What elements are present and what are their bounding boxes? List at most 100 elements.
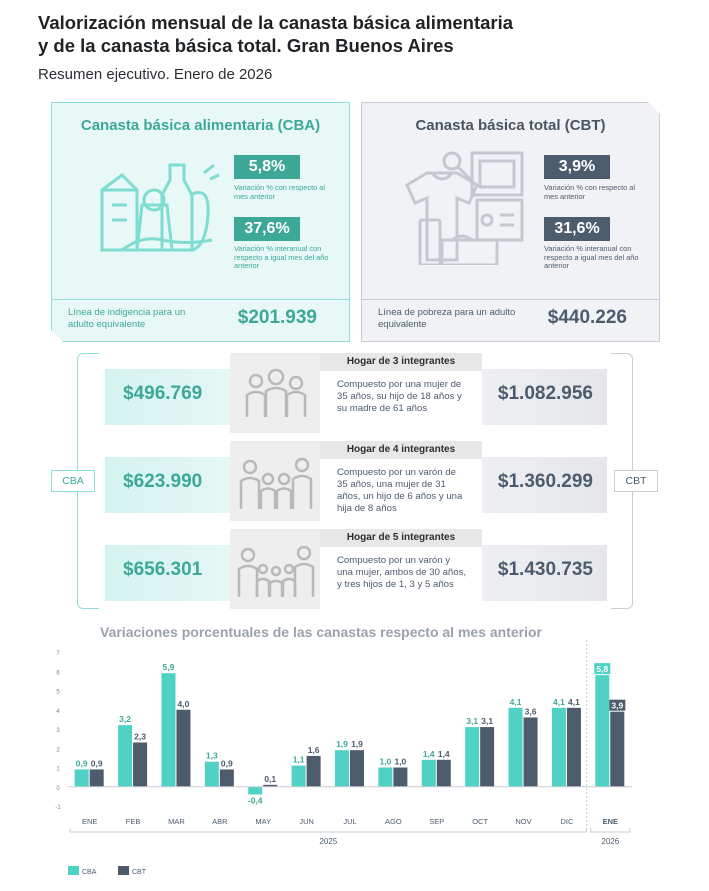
grocery-icon <box>92 145 222 255</box>
bar-cbt <box>436 759 451 787</box>
data-label: 0,9 <box>221 758 233 768</box>
data-label: 4,1 <box>568 697 580 707</box>
x-tick-label: OCT <box>472 817 488 826</box>
data-label-bg <box>609 699 626 711</box>
bar-cbt <box>523 717 538 787</box>
household-cbt-value: $1.360.299 <box>497 471 593 492</box>
bar-cbt <box>133 742 148 787</box>
data-label: 3,2 <box>119 714 131 724</box>
x-tick-label: ABR <box>212 817 228 826</box>
household-row-3: $496.769 Hogar de 3 integrantes Compuest… <box>105 353 607 433</box>
cbt-monthly-pct: 3,9% <box>544 155 610 179</box>
cba-card: Canasta básica alimentaria (CBA) 5,8% Va… <box>51 102 350 342</box>
cba-monthly-pct: 5,8% <box>234 155 300 179</box>
page-subtitle: Resumen ejecutivo. Enero de 2026 <box>38 66 273 83</box>
household-row-4: $623.990 Hogar de 4 integrantes Compuest… <box>105 441 607 521</box>
bar-cbt <box>393 767 408 787</box>
data-label: 4,1 <box>510 697 522 707</box>
title-line-1: Valorización mensual de la canasta básic… <box>38 12 514 33</box>
chart-title: Variaciones porcentuales de las canastas… <box>100 624 542 640</box>
bar-cba <box>335 750 349 787</box>
bar-cba <box>595 675 610 787</box>
data-label: 0,1 <box>264 774 276 784</box>
cba-monthly-note: Variación % con respecto al mes anterior <box>234 183 326 201</box>
title-line-2: y de la canasta básica total. Gran Bueno… <box>38 35 454 56</box>
cbt-side-tag: CBT <box>614 470 658 492</box>
y-tick-label: 1 <box>56 767 60 773</box>
data-label: 1,9 <box>351 739 363 749</box>
family-5-icon <box>237 545 315 597</box>
legend-cba-swatch <box>68 866 79 875</box>
x-tick-label: AGO <box>385 817 402 826</box>
household-goods-icon <box>402 145 532 265</box>
bar-cbt <box>610 711 625 787</box>
cba-card-title: Canasta básica alimentaria (CBA) <box>80 117 321 134</box>
bar-cba <box>161 673 176 787</box>
data-label: -0,4 <box>248 795 263 805</box>
bar-cbt <box>350 750 364 787</box>
indigence-line-value: $201.939 <box>237 307 317 328</box>
y-tick-label: 4 <box>56 709 60 715</box>
year-label: 2025 <box>319 837 337 846</box>
data-label-bg <box>594 663 611 675</box>
x-tick-label: JUL <box>343 817 356 826</box>
x-tick-label: ENE <box>82 817 97 826</box>
x-tick-label: MAY <box>255 817 271 826</box>
data-label: 1,9 <box>336 739 348 749</box>
household-cba-value: $496.769 <box>123 383 203 404</box>
cbt-card-footer: Línea de pobreza para un adulto equivale… <box>362 299 659 341</box>
poverty-line-label: Línea de pobreza para un adulto equivale… <box>378 307 516 330</box>
household-description: Compuesto por una mujer de 35 años, su h… <box>337 379 462 414</box>
household-icon-box <box>230 441 320 521</box>
bar-cba <box>118 725 133 787</box>
cbt-monthly-note: Variación % con respecto al mes anterior <box>544 183 636 201</box>
bar-cbt <box>566 707 581 787</box>
data-label: 3,9 <box>611 701 623 711</box>
household-description: Compuesto por un varón y una mujer, ambo… <box>337 555 467 590</box>
data-label: 1,0 <box>394 757 406 767</box>
household-title: Hogar de 4 integrantes <box>320 441 482 459</box>
data-label: 3,1 <box>481 716 493 726</box>
page-title: Valorización mensual de la canasta básic… <box>38 11 678 57</box>
legend-cba: CBA <box>68 866 96 876</box>
family-4-icon <box>239 457 313 509</box>
bar-cbt <box>219 769 234 787</box>
data-label: 3,6 <box>525 706 537 716</box>
household-cbt-value: $1.430.735 <box>497 559 593 580</box>
household-title: Hogar de 5 integrantes <box>320 529 482 547</box>
bar-cbt <box>480 727 495 787</box>
x-tick-label: NOV <box>515 817 531 826</box>
year-bracket <box>69 828 588 833</box>
household-cbt-value: $1.082.956 <box>497 383 593 404</box>
data-label: 1,4 <box>438 749 450 759</box>
household-cba-value: $656.301 <box>123 559 203 580</box>
data-label: 0,9 <box>76 758 88 768</box>
data-label: 1,0 <box>379 757 391 767</box>
data-label: 5,9 <box>163 662 175 672</box>
cba-annual-note: Variación % interanual con respecto a ig… <box>234 244 329 271</box>
bar-cba <box>248 786 263 795</box>
household-description: Compuesto por un varón de 35 años, una m… <box>337 467 463 514</box>
y-tick-label: 3 <box>56 728 60 734</box>
y-tick-label: 0 <box>56 786 60 792</box>
legend-cba-label: CBA <box>82 869 97 876</box>
bar-cbt <box>306 755 321 787</box>
cbt-card: Canasta básica total (CBT) 3,9% Variació… <box>361 102 660 342</box>
data-label: 4,1 <box>553 697 565 707</box>
cba-side-tag: CBA <box>51 470 95 492</box>
family-3-icon <box>245 368 307 417</box>
cba-card-footer: Línea de indigencia para un adulto equiv… <box>52 299 349 341</box>
bar-cba <box>291 765 306 787</box>
x-tick-label: FEB <box>126 817 141 826</box>
poverty-line-value: $440.226 <box>547 307 627 328</box>
bar-cba <box>551 707 566 787</box>
cba-annual-pct: 37,6% <box>234 217 300 241</box>
y-tick-label: -1 <box>55 805 61 811</box>
year-bracket <box>590 828 631 833</box>
x-tick-label: MAR <box>168 817 185 826</box>
year-label: 2026 <box>601 837 619 846</box>
cbt-annual-note: Variación % interanual con respecto a ig… <box>544 244 639 271</box>
x-tick-label: SEP <box>429 817 444 826</box>
y-tick-label: 7 <box>56 651 60 657</box>
